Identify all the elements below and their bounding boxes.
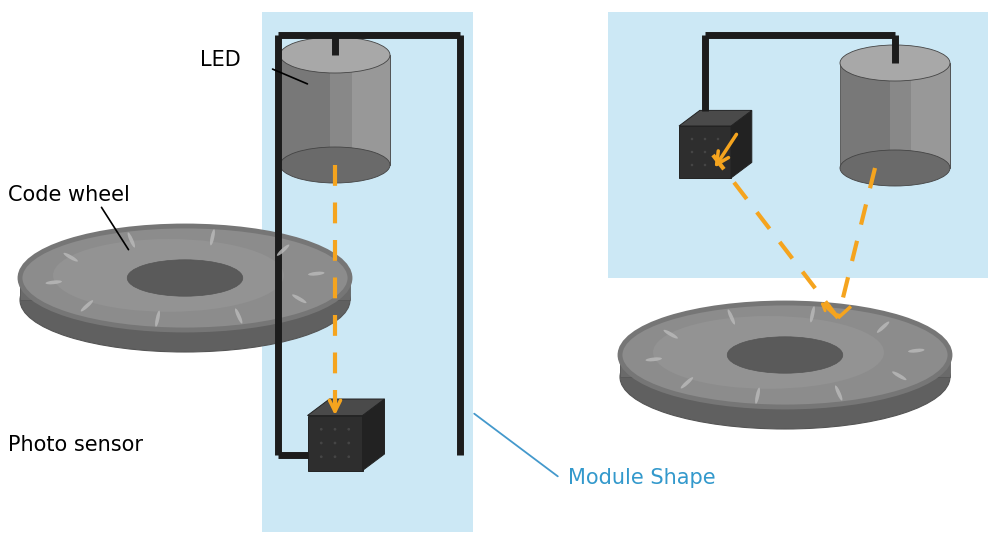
Ellipse shape [691,164,693,166]
Ellipse shape [653,316,884,389]
Ellipse shape [320,455,323,458]
Text: Code wheel: Code wheel [8,185,130,205]
Text: Module Shape: Module Shape [568,468,716,488]
Ellipse shape [717,138,719,140]
Polygon shape [308,415,362,470]
Ellipse shape [840,150,950,186]
Ellipse shape [334,455,336,458]
Ellipse shape [704,151,706,153]
Ellipse shape [681,377,693,388]
Polygon shape [20,278,185,302]
Polygon shape [911,63,950,168]
Ellipse shape [704,164,706,166]
Ellipse shape [81,300,93,311]
Ellipse shape [877,322,889,333]
Ellipse shape [717,164,719,166]
Polygon shape [280,55,390,165]
Text: Photo sensor: Photo sensor [8,435,143,455]
Ellipse shape [308,272,324,276]
Ellipse shape [128,233,135,248]
Polygon shape [679,111,752,126]
Ellipse shape [691,138,693,140]
Ellipse shape [727,337,843,373]
Ellipse shape [235,309,242,323]
Ellipse shape [704,138,706,140]
Polygon shape [620,355,950,377]
Ellipse shape [646,358,662,361]
Ellipse shape [53,239,284,312]
Ellipse shape [840,45,950,81]
Ellipse shape [663,330,678,339]
Polygon shape [840,63,950,168]
Bar [262,12,473,532]
Polygon shape [352,55,390,165]
Ellipse shape [620,325,950,429]
Ellipse shape [20,226,350,330]
Polygon shape [620,355,785,379]
Ellipse shape [155,311,160,327]
Polygon shape [308,399,384,415]
Ellipse shape [347,442,350,444]
Ellipse shape [334,442,336,444]
Polygon shape [679,126,731,178]
Ellipse shape [210,229,215,245]
Ellipse shape [63,253,78,262]
Ellipse shape [691,151,693,153]
Text: LED: LED [200,50,241,70]
Ellipse shape [835,386,842,400]
Ellipse shape [127,260,243,296]
Ellipse shape [320,428,323,431]
Ellipse shape [334,428,336,431]
Ellipse shape [810,306,815,322]
Ellipse shape [620,303,950,407]
Ellipse shape [347,428,350,431]
Ellipse shape [728,310,735,324]
Ellipse shape [280,147,390,183]
Polygon shape [840,63,890,168]
Ellipse shape [908,349,924,353]
Ellipse shape [717,151,719,153]
Polygon shape [280,55,330,165]
Polygon shape [362,399,384,470]
Ellipse shape [46,280,62,284]
Ellipse shape [347,455,350,458]
Ellipse shape [320,442,323,444]
Polygon shape [20,278,350,300]
Ellipse shape [20,248,350,352]
Polygon shape [731,111,752,178]
Ellipse shape [755,388,760,404]
Ellipse shape [277,245,289,256]
Ellipse shape [280,37,390,73]
Bar [608,12,988,278]
Ellipse shape [892,371,907,380]
Ellipse shape [292,294,307,303]
